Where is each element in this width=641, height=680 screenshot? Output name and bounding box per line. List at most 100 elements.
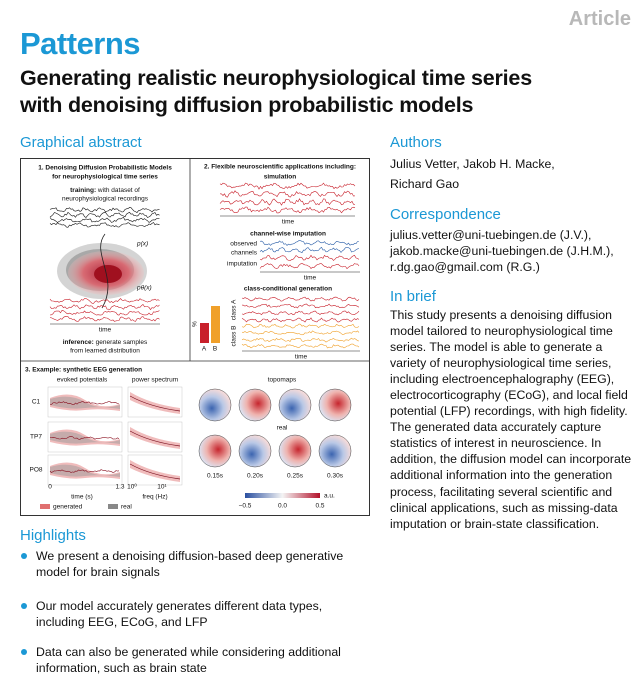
article-label: Article — [568, 8, 631, 30]
power-band — [130, 392, 180, 414]
trace — [219, 198, 356, 206]
figure-label: 0.30s — [327, 473, 344, 480]
trace — [49, 316, 160, 322]
trace — [241, 296, 360, 302]
graphical-abstract: 1. Denoising Diffusion Probabilistic Mod… — [20, 158, 370, 516]
highlight: Our model accurately generates different… — [20, 598, 365, 630]
topomap — [238, 434, 272, 468]
figure-label: 0.5 — [315, 503, 324, 510]
diffusion-arrow — [100, 233, 109, 309]
figure-label: generated — [53, 504, 83, 511]
in-brief-text: This study presents a denoising diffusio… — [390, 308, 632, 531]
trace — [49, 310, 160, 316]
figure-label: class B — [231, 326, 238, 347]
figure-label: 10⁰ — [127, 483, 137, 491]
plot-frame — [127, 454, 183, 486]
trace — [49, 217, 160, 223]
email-line: julius.vetter@uni-tuebingen.de (J.V.), — [390, 228, 592, 242]
figure-label: TP7 — [30, 434, 42, 441]
trace — [49, 303, 160, 311]
power-band — [130, 460, 180, 482]
power-line — [129, 430, 181, 447]
title-line: with denoising diffusion probabilistic m… — [20, 93, 474, 117]
trace — [241, 337, 360, 343]
highlight: We present a denoising diffusion-based d… — [20, 548, 365, 580]
figure-label: A — [202, 346, 207, 353]
figure-label-bold: inference: — [63, 339, 94, 346]
plot-frame — [47, 386, 123, 418]
topomap — [318, 434, 352, 468]
trace — [219, 182, 356, 190]
trace — [259, 263, 360, 270]
colorbar — [245, 493, 320, 498]
figure-label: real — [121, 504, 132, 511]
power-band — [130, 427, 180, 449]
figure-label: 3. Example: synthetic EEG generation — [25, 367, 142, 374]
trace — [241, 330, 360, 336]
figure-label: 10¹ — [157, 484, 167, 491]
figure-label: power spectrum — [132, 377, 178, 384]
trace — [219, 206, 356, 214]
legend-swatch — [108, 504, 118, 509]
figure-label: class-conditional generation — [244, 286, 332, 293]
trace — [259, 246, 360, 254]
figure-label: freq (Hz) — [142, 494, 167, 501]
figure-label: with dataset of — [96, 187, 140, 194]
title-line: Generating realistic neurophysiological … — [20, 66, 532, 90]
figure-label: B — [213, 346, 217, 353]
trace — [259, 240, 359, 246]
density-blob — [57, 243, 147, 299]
trace — [49, 469, 120, 473]
figure-label: 0.25s — [287, 473, 304, 480]
figure-label: 0.0 — [278, 503, 287, 510]
figure-label: time — [282, 219, 295, 226]
power-line — [129, 395, 181, 412]
figure-label: −0.5 — [239, 503, 252, 510]
figure-label: 0 — [48, 484, 52, 491]
figure-label: observed — [230, 241, 257, 248]
legend-swatch — [40, 504, 50, 509]
figure-label: evoked potentials — [57, 377, 108, 384]
figure-label: class A — [231, 299, 238, 320]
section-heading: Graphical abstract — [20, 134, 142, 151]
plot-frame — [127, 386, 183, 418]
figure-label: inference: generate samples — [63, 339, 148, 346]
email-line: r.dg.gao@gmail.com (R.G.) — [390, 260, 540, 274]
topomap — [278, 434, 312, 468]
figure-label: neurophysiological recordings — [62, 196, 149, 203]
figure-label: pθ(x) — [136, 285, 152, 292]
figure-label: % — [192, 321, 199, 327]
figure-label: channel-wise imputation — [250, 231, 326, 238]
figure-label: from learned distribution — [70, 348, 140, 355]
figure-label: C1 — [32, 399, 41, 406]
figure-label: 1.3 — [115, 484, 124, 491]
section-heading: Authors — [390, 134, 442, 151]
trace — [241, 303, 360, 309]
journal-name: Patterns — [20, 26, 141, 61]
figure-label: 0.15s — [207, 473, 224, 480]
section-heading: In brief — [390, 288, 436, 305]
email-line: jakob.macke@uni-tuebingen.de (J.H.M.), — [390, 244, 614, 258]
trace — [49, 222, 160, 228]
figure-label: time — [99, 327, 112, 334]
figure-label: a.u. — [324, 493, 335, 500]
trace — [241, 317, 360, 323]
section-heading: Correspondence — [390, 206, 501, 223]
highlight-text: Our model accurately generates different… — [36, 599, 323, 629]
figure-border — [20, 158, 370, 516]
figure-label: for neurophysiological time series — [52, 174, 158, 181]
figure-label: time — [304, 275, 317, 282]
figure-label: simulation — [264, 174, 297, 181]
figure-label: 2. Flexible neuroscientific applications… — [204, 164, 356, 171]
trace — [219, 190, 356, 198]
trace — [259, 254, 360, 262]
topomap — [278, 388, 312, 422]
highlight-text: Data can also be generated while conside… — [36, 645, 341, 675]
figure-label: channels — [231, 250, 258, 257]
figure-label: real — [277, 425, 288, 432]
trace — [241, 310, 360, 316]
trace — [49, 401, 120, 405]
figure-label: time (s) — [71, 494, 93, 501]
plot-frame — [127, 421, 183, 453]
class-bar — [211, 306, 220, 343]
